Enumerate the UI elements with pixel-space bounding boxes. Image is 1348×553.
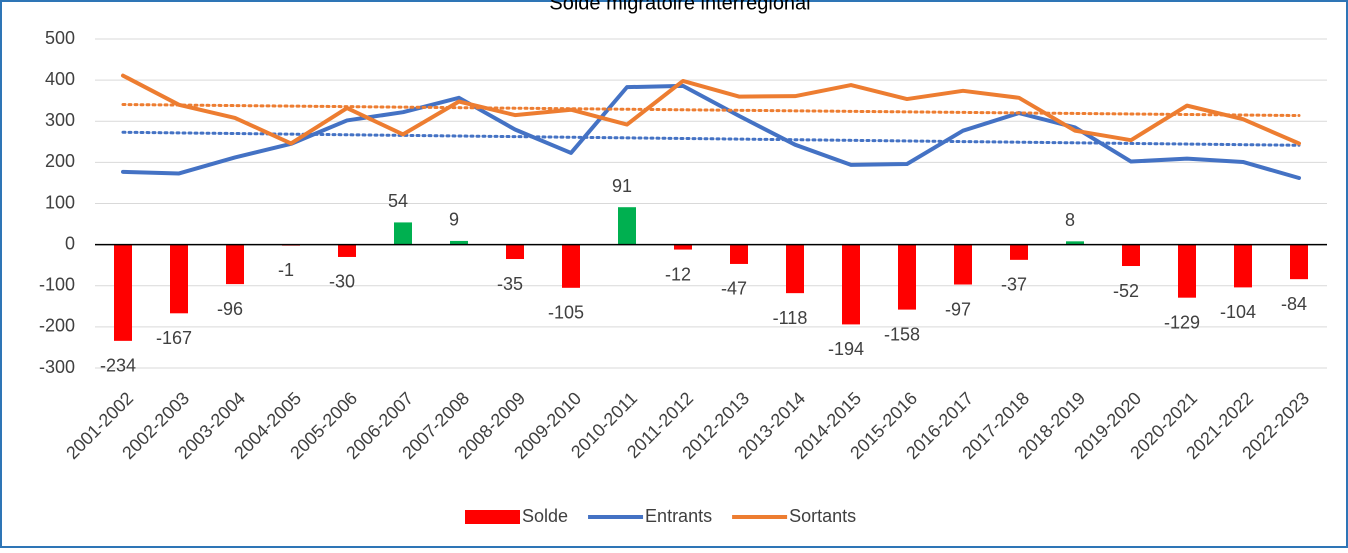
data-label: -167: [156, 328, 192, 348]
trendline: [121, 103, 1301, 118]
data-label: -194: [828, 339, 864, 359]
line: [121, 73, 1301, 146]
data-label: -96: [217, 299, 243, 319]
legend-swatch: [465, 510, 520, 524]
bar: [674, 244, 692, 250]
data-label: -234: [100, 356, 136, 376]
data-label: 9: [449, 210, 459, 230]
data-label: -47: [721, 279, 747, 299]
bar: [226, 244, 244, 285]
chart-title: Solde migratoire interrégional: [549, 0, 810, 14]
bar: [618, 207, 636, 245]
data-label: -52: [1113, 281, 1139, 301]
y-tick-label: 100: [45, 192, 75, 212]
data-label: 8: [1065, 210, 1075, 230]
data-label: -84: [1281, 294, 1307, 314]
y-tick-label: 200: [45, 151, 75, 171]
y-tick-label: 500: [45, 28, 75, 48]
bar: [842, 244, 860, 325]
bar: [1010, 244, 1028, 260]
data-label: -97: [945, 299, 971, 319]
bar: [562, 244, 580, 288]
data-label: -1: [278, 260, 294, 280]
bar: [506, 244, 524, 260]
bar: [394, 222, 412, 245]
data-label: -129: [1164, 312, 1200, 332]
bar: [450, 240, 468, 245]
y-tick-label: -300: [39, 357, 75, 377]
bar: [1122, 244, 1140, 267]
y-tick-label: -100: [39, 275, 75, 295]
y-tick-label: 300: [45, 110, 75, 130]
data-label: -12: [665, 264, 691, 284]
data-label: -105: [548, 303, 584, 323]
legend-label: Entrants: [645, 506, 712, 526]
legend-label: Sortants: [789, 506, 856, 526]
legend-label: Solde: [522, 506, 568, 526]
bar: [338, 244, 356, 257]
bar: [954, 244, 972, 285]
data-label: -118: [773, 308, 808, 328]
bar: [1290, 244, 1308, 280]
y-tick-label: 0: [65, 233, 75, 253]
data-label: -104: [1220, 302, 1256, 322]
bar: [1066, 241, 1084, 245]
bar: [114, 244, 132, 341]
data-label: -37: [1001, 275, 1027, 295]
bar: [730, 244, 748, 264]
data-label: -35: [497, 274, 523, 294]
bar: [170, 244, 188, 314]
bar: [1178, 244, 1196, 298]
data-label: 91: [612, 176, 632, 196]
bar: [898, 244, 916, 310]
bar: [786, 244, 804, 294]
data-label: -30: [329, 272, 355, 292]
line: [121, 83, 1301, 181]
y-tick-label: 400: [45, 69, 75, 89]
data-label: -158: [884, 324, 920, 344]
y-tick-label: -200: [39, 316, 75, 336]
data-label: 54: [388, 191, 408, 211]
bar: [1234, 244, 1252, 288]
